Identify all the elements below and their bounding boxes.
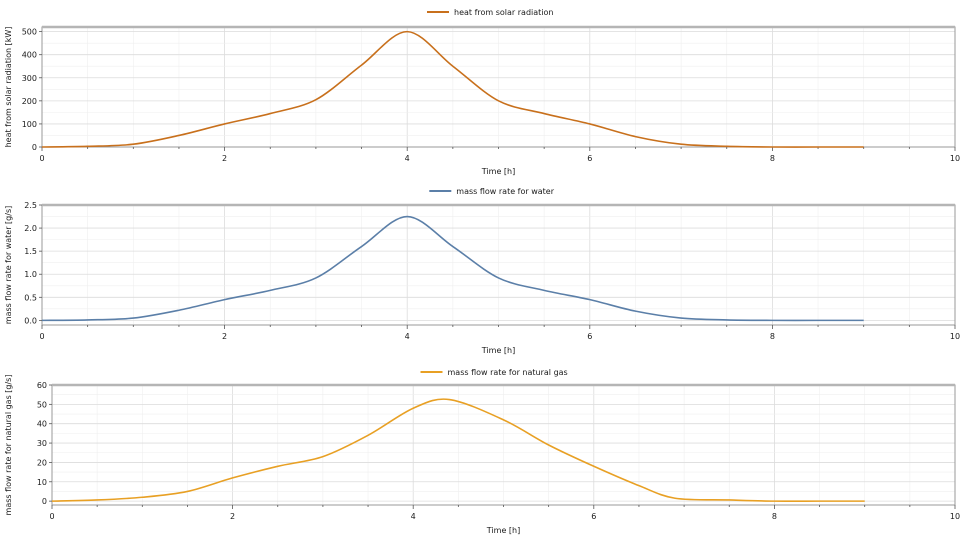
series-line-1 bbox=[41, 215, 864, 322]
x-tick-label: 2 bbox=[222, 332, 227, 341]
y-tick-label: 200 bbox=[22, 97, 37, 106]
x-tick-label: 8 bbox=[770, 332, 775, 341]
y-tick-label: 20 bbox=[37, 458, 47, 467]
y-tick-label: 40 bbox=[37, 420, 47, 429]
x-tick-label: 0 bbox=[39, 332, 44, 341]
y-axis-label: heat from solar radiation [kW] bbox=[4, 27, 13, 148]
y-tick-label: 0.0 bbox=[24, 316, 37, 325]
y-tick-label: 0 bbox=[42, 497, 47, 506]
x-axis-label: Time [h] bbox=[486, 526, 520, 535]
y-tick-label: 1.0 bbox=[24, 270, 37, 279]
series-line-1 bbox=[41, 30, 864, 148]
y-tick-label: 10 bbox=[37, 478, 47, 487]
y-tick-label: 30 bbox=[37, 439, 47, 448]
x-tick-label: 6 bbox=[587, 154, 592, 163]
x-tick-label: 4 bbox=[411, 512, 416, 521]
x-tick-label: 10 bbox=[950, 154, 960, 163]
x-tick-label: 4 bbox=[405, 332, 410, 341]
y-tick-label: 500 bbox=[22, 28, 37, 37]
legend-label: mass flow rate for water bbox=[456, 187, 554, 196]
y-tick-label: 50 bbox=[37, 400, 47, 409]
y-tick-label: 400 bbox=[22, 51, 37, 60]
y-tick-label: 0 bbox=[32, 143, 37, 152]
series-line-1 bbox=[51, 398, 865, 503]
x-tick-label: 2 bbox=[222, 154, 227, 163]
y-tick-label: 1.5 bbox=[24, 247, 37, 256]
x-tick-label: 10 bbox=[950, 332, 960, 341]
x-tick-label: 8 bbox=[772, 512, 777, 521]
legend-label: heat from solar radiation bbox=[454, 8, 553, 17]
x-tick-label: 0 bbox=[49, 512, 54, 521]
y-tick-label: 300 bbox=[22, 74, 37, 83]
x-tick-label: 2 bbox=[230, 512, 235, 521]
y-axis-label: mass flow rate for water [g/s] bbox=[4, 206, 13, 324]
x-tick-label: 8 bbox=[770, 154, 775, 163]
chart-panel-3: 0 2 4 6 8 10 0 10 20 30 40 50 60 Time [h] mass flow ra… bbox=[4, 368, 960, 535]
x-tick-label: 4 bbox=[405, 154, 410, 163]
y-axis-label: mass flow rate for natural gas [g/s] bbox=[4, 375, 13, 516]
y-tick-label: 2.0 bbox=[24, 224, 37, 233]
x-axis-label: Time [h] bbox=[481, 346, 515, 355]
chart-panel-2: 0 2 4 6 8 10 0.0 0.5 1.0 1.5 2.0 2.5 Time [h] mass fl… bbox=[4, 187, 960, 355]
x-axis-label: Time [h] bbox=[481, 167, 515, 176]
y-tick-label: 0.5 bbox=[24, 293, 37, 302]
x-tick-label: 6 bbox=[587, 332, 592, 341]
y-tick-label: 100 bbox=[22, 120, 37, 129]
x-tick-label: 0 bbox=[39, 154, 44, 163]
x-tick-label: 6 bbox=[591, 512, 596, 521]
legend-label: mass flow rate for natural gas bbox=[448, 368, 568, 377]
y-tick-label: 2.5 bbox=[24, 201, 37, 210]
x-tick-label: 10 bbox=[950, 512, 960, 521]
y-tick-label: 60 bbox=[37, 381, 47, 390]
